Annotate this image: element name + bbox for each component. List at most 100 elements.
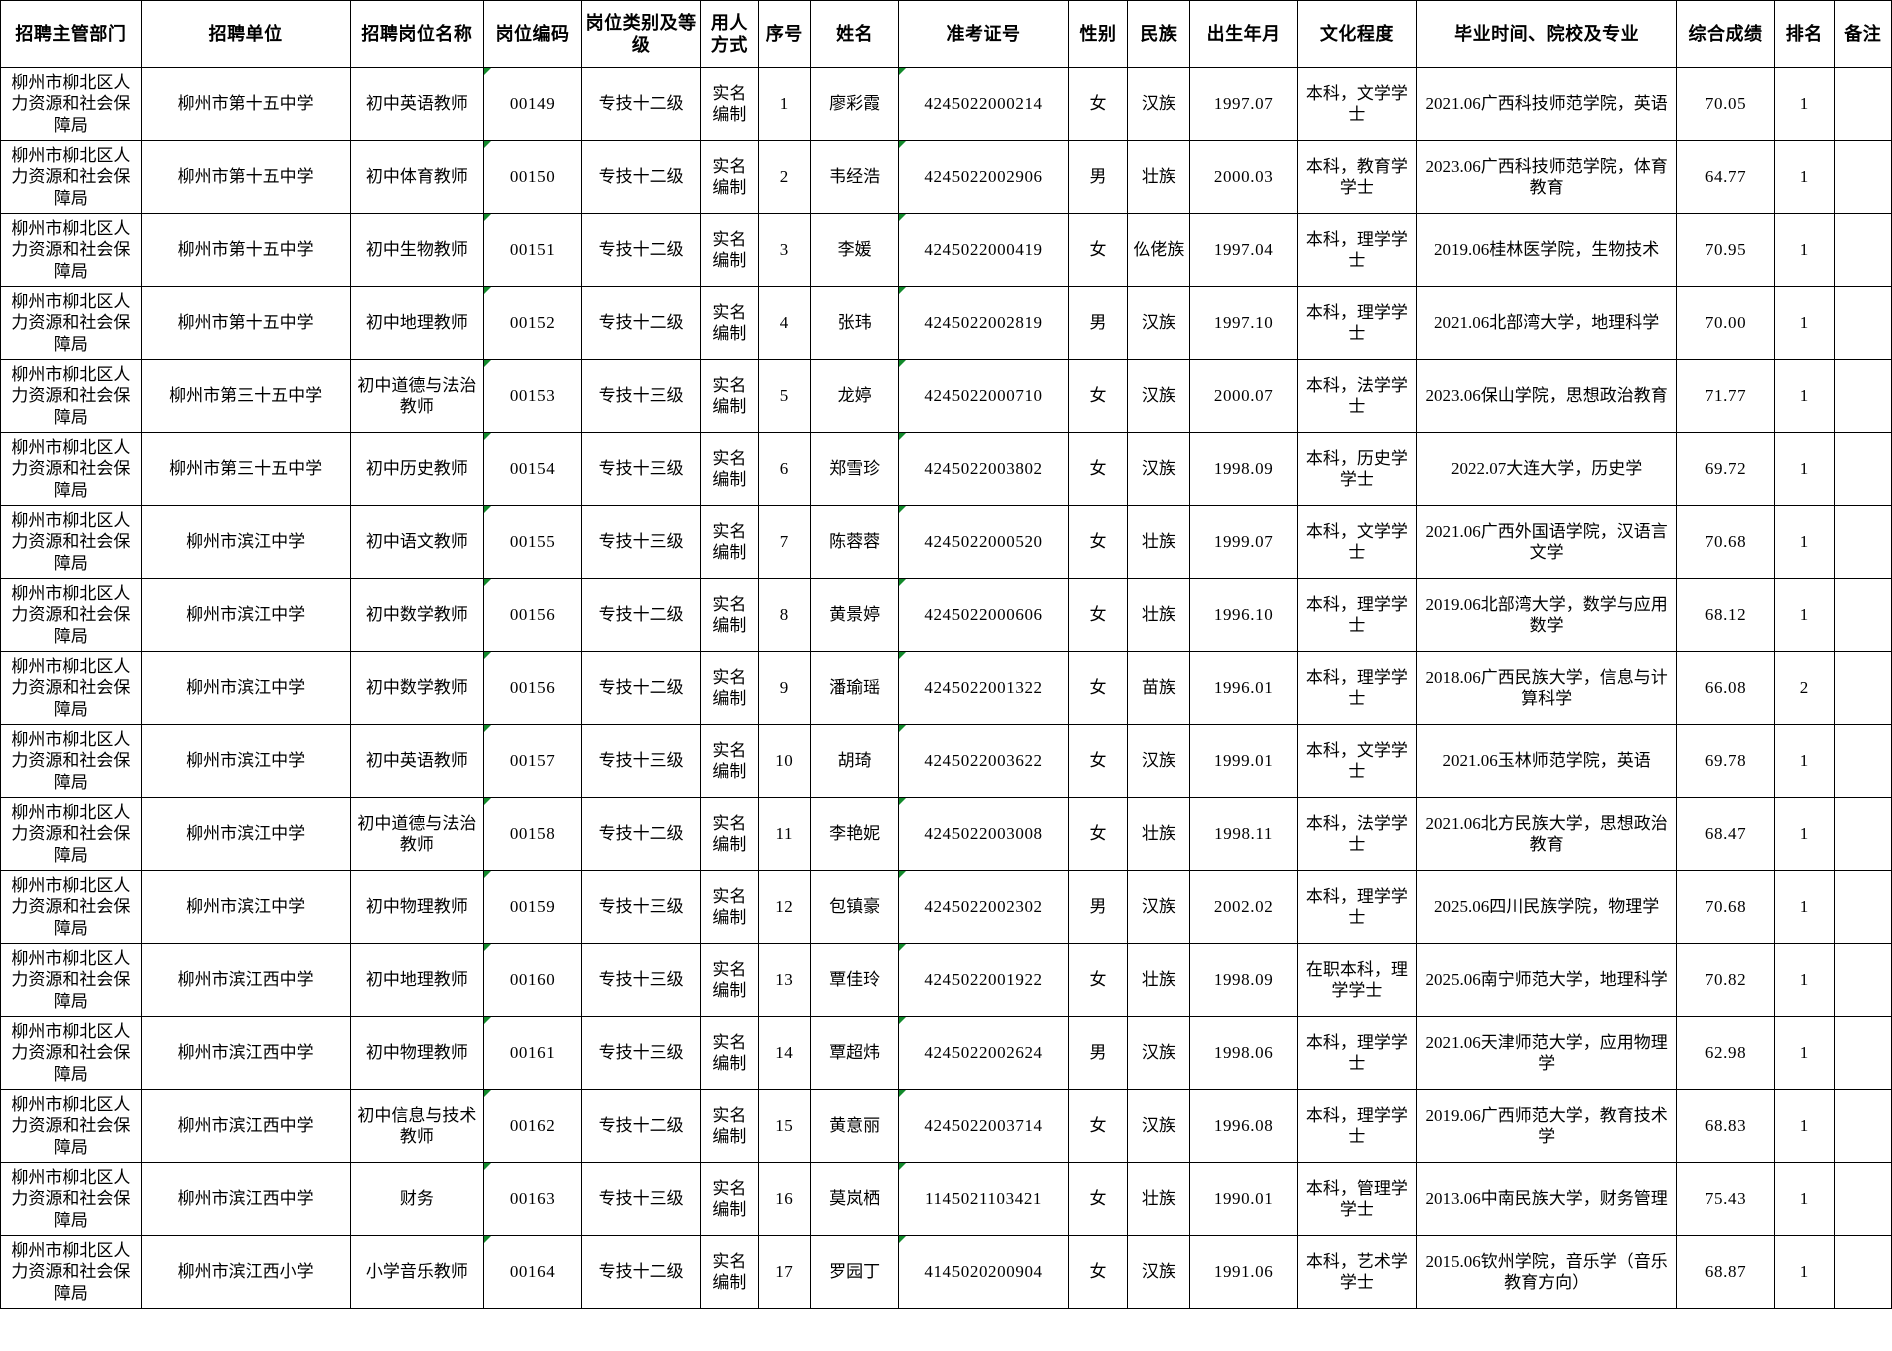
cell-school[interactable]: 2021.06北部湾大学，地理科学 [1416,286,1678,360]
cell-birth[interactable]: 2000.03 [1189,140,1298,214]
cell-level[interactable]: 专技十二级 [580,1089,702,1163]
cell-gender[interactable]: 女 [1067,213,1129,287]
cell-school[interactable]: 2025.06南宁师范大学，地理科学 [1416,943,1678,1017]
cell-seq[interactable]: 5 [757,359,812,433]
cell-remark[interactable] [1833,870,1892,944]
cell-name[interactable]: 罗园丁 [810,1235,900,1309]
cell-employ[interactable]: 实名编制 [700,432,759,506]
cell-code[interactable]: 00156 [483,651,582,725]
cell-remark[interactable] [1833,943,1892,1017]
cell-ticket[interactable]: 4245022003008 [898,797,1069,871]
cell-remark[interactable] [1833,1162,1892,1236]
cell-level[interactable]: 专技十二级 [580,213,702,287]
cell-rank[interactable]: 1 [1773,213,1835,287]
cell-dept[interactable]: 柳州市柳北区人力资源和社会保障局 [0,870,142,944]
cell-score[interactable]: 70.95 [1676,213,1775,287]
cell-ethnic[interactable]: 汉族 [1127,1016,1191,1090]
cell-school[interactable]: 2021.06广西外国语学院，汉语言文学 [1416,505,1678,579]
cell-level[interactable]: 专技十二级 [580,797,702,871]
cell-unit[interactable]: 柳州市第十五中学 [140,67,351,141]
cell-gender[interactable]: 女 [1067,1235,1129,1309]
cell-dept[interactable]: 柳州市柳北区人力资源和社会保障局 [0,651,142,725]
cell-seq[interactable]: 14 [757,1016,812,1090]
cell-gender[interactable]: 女 [1067,797,1129,871]
column-header-post[interactable]: 招聘岗位名称 [349,0,485,68]
column-header-birth[interactable]: 出生年月 [1189,0,1298,68]
cell-ticket[interactable]: 4245022002624 [898,1016,1069,1090]
cell-code[interactable]: 00156 [483,578,582,652]
cell-unit[interactable]: 柳州市第十五中学 [140,213,351,287]
cell-school[interactable]: 2023.06保山学院，思想政治教育 [1416,359,1678,433]
column-header-level[interactable]: 岗位类别及等级 [580,0,702,68]
cell-name[interactable]: 莫岚栖 [810,1162,900,1236]
cell-unit[interactable]: 柳州市第三十五中学 [140,359,351,433]
cell-code[interactable]: 00154 [483,432,582,506]
cell-school[interactable]: 2021.06玉林师范学院，英语 [1416,724,1678,798]
cell-ethnic[interactable]: 汉族 [1127,67,1191,141]
cell-code[interactable]: 00151 [483,213,582,287]
cell-employ[interactable]: 实名编制 [700,1089,759,1163]
cell-remark[interactable] [1833,724,1892,798]
cell-school[interactable]: 2021.06天津师范大学，应用物理学 [1416,1016,1678,1090]
cell-rank[interactable]: 1 [1773,1089,1835,1163]
cell-seq[interactable]: 17 [757,1235,812,1309]
cell-score[interactable]: 70.00 [1676,286,1775,360]
cell-dept[interactable]: 柳州市柳北区人力资源和社会保障局 [0,1162,142,1236]
column-header-employ[interactable]: 用人方式 [700,0,759,68]
cell-ticket[interactable]: 4245022000606 [898,578,1069,652]
cell-name[interactable]: 胡琦 [810,724,900,798]
cell-ticket[interactable]: 4145020200904 [898,1235,1069,1309]
cell-birth[interactable]: 2002.02 [1189,870,1298,944]
cell-code[interactable]: 00153 [483,359,582,433]
cell-gender[interactable]: 男 [1067,1016,1129,1090]
cell-employ[interactable]: 实名编制 [700,286,759,360]
cell-code[interactable]: 00162 [483,1089,582,1163]
cell-school[interactable]: 2021.06广西科技师范学院，英语 [1416,67,1678,141]
cell-school[interactable]: 2015.06钦州学院，音乐学（音乐教育方向） [1416,1235,1678,1309]
cell-birth[interactable]: 1997.07 [1189,67,1298,141]
cell-name[interactable]: 覃佳玲 [810,943,900,1017]
cell-birth[interactable]: 2000.07 [1189,359,1298,433]
cell-employ[interactable]: 实名编制 [700,943,759,1017]
cell-ticket[interactable]: 1145021103421 [898,1162,1069,1236]
cell-post[interactable]: 初中生物教师 [349,213,485,287]
cell-unit[interactable]: 柳州市滨江西中学 [140,1016,351,1090]
cell-level[interactable]: 专技十三级 [580,943,702,1017]
cell-gender[interactable]: 女 [1067,651,1129,725]
cell-code[interactable]: 00160 [483,943,582,1017]
cell-name[interactable]: 李艳妮 [810,797,900,871]
cell-post[interactable]: 财务 [349,1162,485,1236]
cell-gender[interactable]: 女 [1067,1089,1129,1163]
cell-employ[interactable]: 实名编制 [700,578,759,652]
cell-unit[interactable]: 柳州市第三十五中学 [140,432,351,506]
cell-birth[interactable]: 1990.01 [1189,1162,1298,1236]
cell-birth[interactable]: 1997.04 [1189,213,1298,287]
cell-seq[interactable]: 12 [757,870,812,944]
cell-birth[interactable]: 1998.09 [1189,432,1298,506]
cell-birth[interactable]: 1998.09 [1189,943,1298,1017]
cell-score[interactable]: 69.78 [1676,724,1775,798]
cell-birth[interactable]: 1996.08 [1189,1089,1298,1163]
cell-ethnic[interactable]: 壮族 [1127,1162,1191,1236]
cell-remark[interactable] [1833,578,1892,652]
cell-ticket[interactable]: 4245022003802 [898,432,1069,506]
cell-school[interactable]: 2021.06北方民族大学，思想政治教育 [1416,797,1678,871]
cell-employ[interactable]: 实名编制 [700,651,759,725]
cell-seq[interactable]: 1 [757,67,812,141]
cell-remark[interactable] [1833,505,1892,579]
cell-gender[interactable]: 女 [1067,432,1129,506]
cell-rank[interactable]: 1 [1773,432,1835,506]
cell-score[interactable]: 68.87 [1676,1235,1775,1309]
cell-code[interactable]: 00150 [483,140,582,214]
column-header-code[interactable]: 岗位编码 [483,0,582,68]
cell-score[interactable]: 64.77 [1676,140,1775,214]
cell-school[interactable]: 2023.06广西科技师范学院，体育教育 [1416,140,1678,214]
cell-post[interactable]: 初中地理教师 [349,286,485,360]
cell-level[interactable]: 专技十二级 [580,651,702,725]
cell-ticket[interactable]: 4245022002302 [898,870,1069,944]
cell-school[interactable]: 2019.06北部湾大学，数学与应用数学 [1416,578,1678,652]
cell-dept[interactable]: 柳州市柳北区人力资源和社会保障局 [0,1016,142,1090]
cell-gender[interactable]: 男 [1067,140,1129,214]
cell-ethnic[interactable]: 汉族 [1127,1235,1191,1309]
cell-seq[interactable]: 6 [757,432,812,506]
